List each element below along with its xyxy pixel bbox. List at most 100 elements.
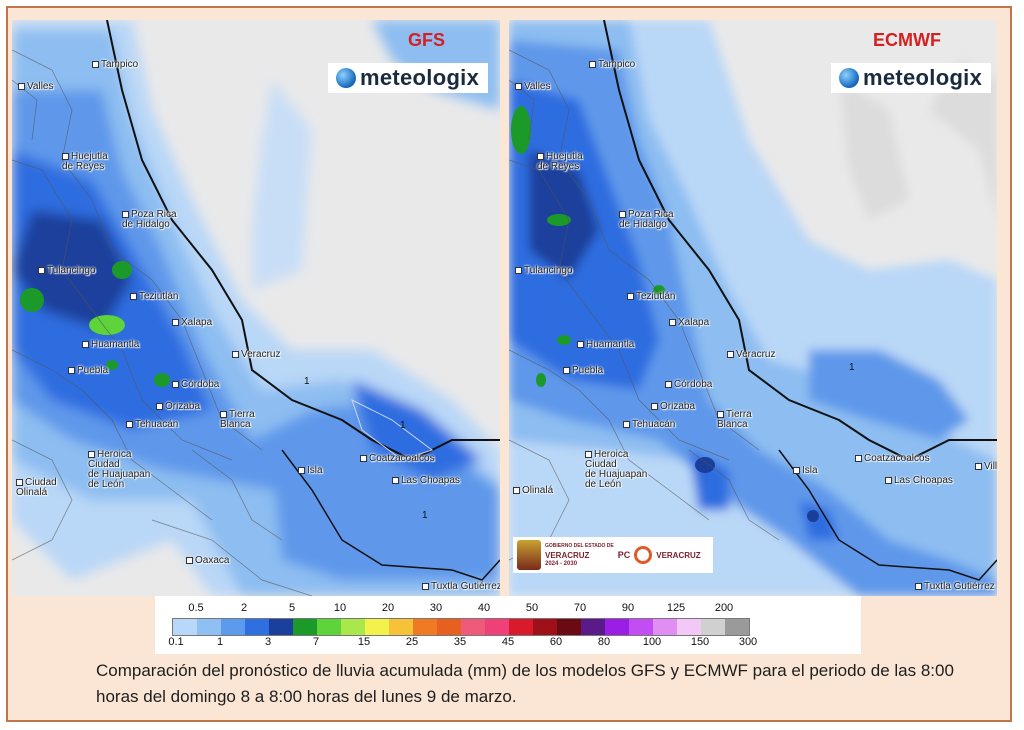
gfs-precipitation-map: GFS meteologix Tampico Valles Huejutla d…	[12, 20, 500, 596]
city-marker-icon	[156, 402, 163, 410]
legend-swatch	[701, 619, 725, 635]
city-label: Xalapa	[669, 318, 709, 328]
city-marker-icon	[515, 82, 522, 90]
legend-swatch	[557, 619, 581, 635]
legend-swatch	[605, 619, 629, 635]
legend-bottom-label: 150	[690, 636, 710, 648]
city-marker-icon	[38, 266, 45, 274]
legend-swatch	[389, 619, 413, 635]
ecmwf-precipitation-map: ECMWF meteologix Tampico Valles Huejutla…	[509, 20, 997, 596]
city-marker-icon	[627, 292, 634, 300]
city-marker-icon	[126, 420, 133, 428]
legend-swatch	[509, 619, 533, 635]
city-label: Veracruz	[727, 350, 775, 360]
city-marker-icon	[392, 476, 399, 484]
city-marker-icon	[717, 410, 724, 418]
gov-years-text: 2024 - 2030	[545, 560, 578, 567]
city-marker-icon	[651, 402, 658, 410]
legend-bottom-label: 45	[501, 636, 515, 648]
city-marker-icon	[92, 60, 99, 68]
city-label: Poza Rica de Hidalgo	[619, 209, 674, 230]
city-label: Tulancingo	[38, 266, 96, 276]
city-marker-icon	[665, 380, 672, 388]
legend-bottom-label: 3	[264, 636, 272, 648]
meteologix-brand-text: meteologix	[360, 65, 480, 90]
city-marker-icon	[619, 210, 626, 218]
city-label: Teziutlán	[627, 292, 675, 302]
city-label: Olinalá	[513, 486, 553, 496]
city-marker-icon	[793, 466, 800, 474]
city-marker-icon	[18, 82, 25, 90]
legend-top-label: 70	[573, 602, 587, 614]
pc-veracruz-text: VERACRUZ	[656, 550, 701, 560]
city-label: Huamantla	[82, 340, 139, 350]
veracruz-government-logo: GOBIERNO DEL ESTADO DE VERACRUZ 2024 - 2…	[545, 542, 614, 569]
city-label: Las Choapas	[885, 476, 953, 486]
city-label: Isla	[298, 466, 323, 476]
city-marker-icon	[515, 266, 522, 274]
city-marker-icon	[62, 152, 69, 160]
city-marker-icon	[975, 462, 982, 470]
meteologix-globe-icon	[336, 68, 356, 88]
legend-swatch	[293, 619, 317, 635]
city-marker-icon	[172, 318, 179, 326]
city-marker-icon	[82, 340, 89, 348]
city-marker-icon	[623, 420, 630, 428]
meteologix-globe-icon	[839, 68, 859, 88]
city-marker-icon	[360, 454, 367, 462]
ecmwf-rain-field	[509, 20, 997, 596]
legend-bottom-label: 300	[738, 636, 758, 648]
city-marker-icon	[186, 556, 193, 564]
legend-swatch	[437, 619, 461, 635]
city-label: Oaxaca	[186, 556, 229, 566]
precipitation-legend: 0.5 2 5 10 20 30 40 50 70 90 125 200 0.1 1 3 7 15 25 35 45…	[155, 596, 861, 654]
legend-swatch	[317, 619, 341, 635]
gov-veracruz-text: VERACRUZ	[545, 550, 590, 560]
legend-bottom-label: 25	[405, 636, 419, 648]
city-label: Huamantla	[577, 340, 634, 350]
legend-bottom-label: 0.1	[168, 636, 184, 648]
contour-value: 1	[400, 420, 406, 431]
legend-swatch	[629, 619, 653, 635]
city-marker-icon	[585, 450, 592, 458]
government-logos: GOBIERNO DEL ESTADO DE VERACRUZ 2024 - 2…	[513, 537, 713, 573]
legend-bottom-label: 35	[453, 636, 467, 648]
city-label: Coatzacoalcos	[360, 454, 435, 464]
city-marker-icon	[589, 60, 596, 68]
city-marker-icon	[669, 318, 676, 326]
city-label: Tuxtla Gutiérrez	[422, 582, 500, 592]
city-label: Tierra Blanca	[220, 409, 255, 430]
legend-swatch	[365, 619, 389, 635]
city-label: Tulancingo	[515, 266, 573, 276]
city-label: Villa	[975, 462, 997, 472]
city-label: Córdoba	[665, 380, 712, 390]
city-label: Puebla	[563, 366, 603, 376]
city-label: Tehuacán	[623, 420, 675, 430]
city-label: Valles	[515, 82, 551, 92]
city-label: Tampico	[92, 60, 138, 70]
city-marker-icon	[232, 350, 239, 358]
city-label: Orizaba	[156, 402, 200, 412]
city-label: Teziutlán	[130, 292, 178, 302]
legend-top-label: 90	[621, 602, 635, 614]
meteologix-brand-text: meteologix	[863, 65, 983, 90]
city-label: Las Choapas	[392, 476, 460, 486]
contour-value: 1	[304, 376, 310, 387]
city-marker-icon	[130, 292, 137, 300]
legend-bottom-label: 60	[549, 636, 563, 648]
legend-swatch	[221, 619, 245, 635]
contour-value: 1	[422, 510, 428, 521]
legend-bottom-label: 80	[597, 636, 611, 648]
legend-bottom-label: 1	[216, 636, 224, 648]
city-marker-icon	[915, 582, 922, 590]
city-label: Ciudad Olinalá	[16, 477, 57, 498]
city-marker-icon	[172, 380, 179, 388]
city-label: Poza Rica de Hidalgo	[122, 209, 177, 230]
legend-swatch	[413, 619, 437, 635]
legend-top-label: 20	[381, 602, 395, 614]
legend-swatch	[197, 619, 221, 635]
city-marker-icon	[298, 466, 305, 474]
city-label: Huejutla de Reyes	[537, 151, 583, 172]
legend-top-label: 30	[429, 602, 443, 614]
city-label: Heroica Ciudad de Huajuapan de León	[88, 449, 151, 490]
